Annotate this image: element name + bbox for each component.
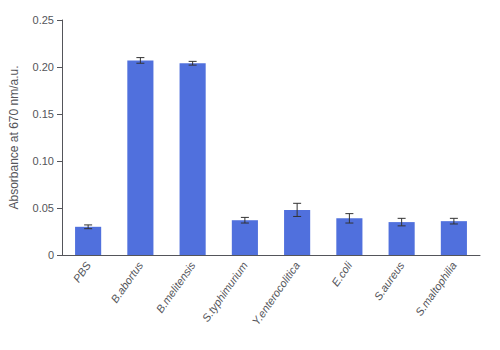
svg-text:0.15: 0.15: [33, 108, 54, 120]
svg-text:0.25: 0.25: [33, 14, 54, 26]
svg-text:Absorbance at 670 nm/a.u.: Absorbance at 670 nm/a.u.: [7, 65, 21, 209]
svg-text:S.aureus: S.aureus: [371, 259, 406, 302]
svg-text:B.melitensis: B.melitensis: [154, 259, 198, 315]
svg-text:E.coli: E.coli: [329, 259, 355, 288]
svg-text:PBS: PBS: [71, 259, 94, 284]
svg-text:0.20: 0.20: [33, 61, 54, 73]
svg-text:0.10: 0.10: [33, 155, 54, 167]
svg-text:0.05: 0.05: [33, 202, 54, 214]
svg-text:S.maltophilia: S.maltophilia: [413, 260, 459, 318]
svg-text:0: 0: [48, 249, 54, 261]
svg-text:S.typhimurium: S.typhimurium: [200, 260, 250, 324]
svg-text:Y.enterocolitica: Y.enterocolitica: [250, 260, 302, 328]
svg-text:B.abortus: B.abortus: [108, 259, 145, 305]
